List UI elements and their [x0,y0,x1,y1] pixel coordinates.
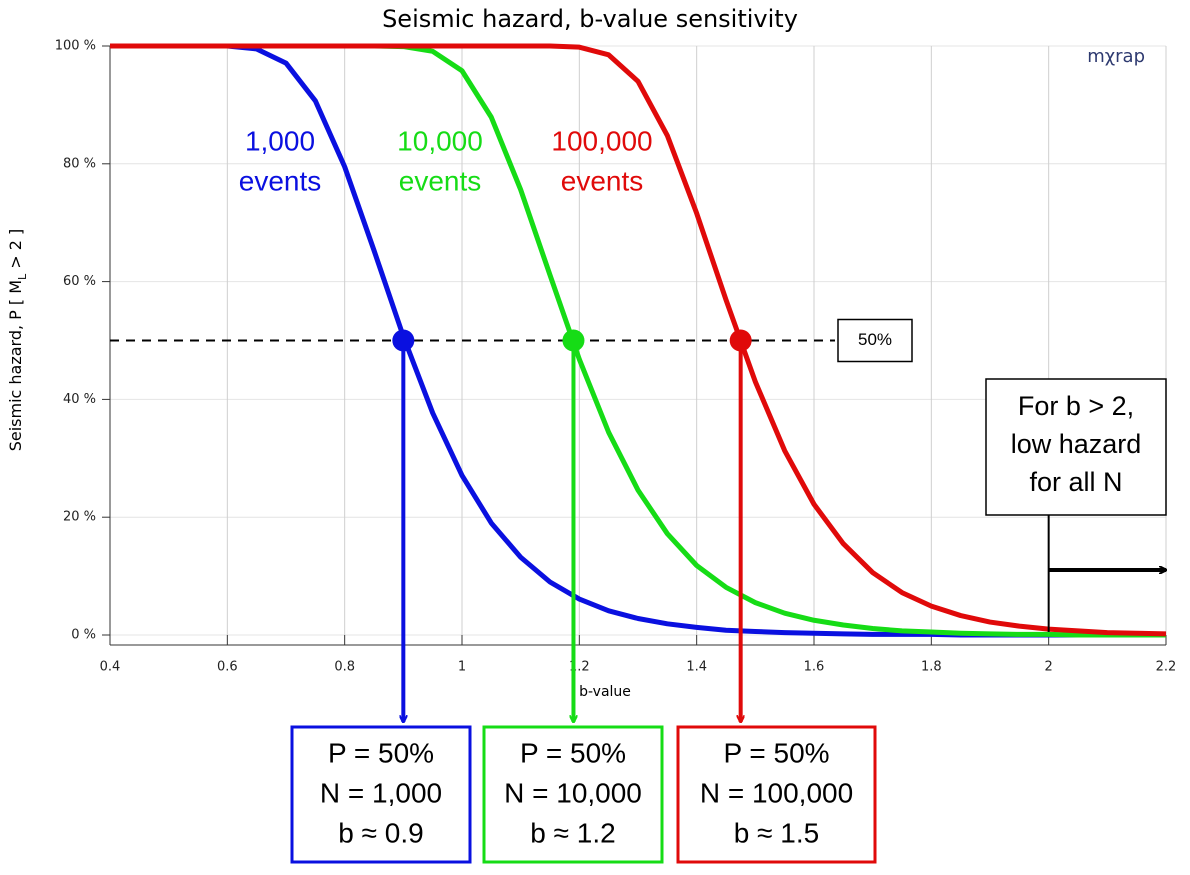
y-tick-label: 20 % [63,510,96,525]
callout-text: For b > 2, [1018,391,1134,421]
result-text: P = 50% [723,737,829,768]
chart-title: Seismic hazard, b-value sensitivity [382,5,798,33]
callout-text: low hazard [1011,429,1142,459]
series-label: 100,000 [551,125,652,156]
result-text: b ≈ 0.9 [338,817,423,848]
result-box [482,725,664,864]
result-text: P = 50% [328,737,434,768]
marker [392,329,415,352]
x-axis-label: b-value [579,684,631,700]
x-tick-label: 0.6 [217,660,238,675]
series-label: 10,000 [397,125,483,156]
series-label: 1,000 [245,125,315,156]
series-label: events [239,165,322,196]
x-tick-label: 0.4 [100,660,121,675]
result-box [290,725,472,864]
marker [562,329,585,352]
series-label: events [561,165,644,196]
y-tick-label: 40 % [63,392,96,407]
result-text: N = 10,000 [504,777,642,808]
callout-box [985,378,1167,516]
y-tick-label: 100 % [55,39,96,54]
y-axis-label-part: L [16,273,29,280]
y-axis-label: Seismic hazard, P [ ML > 2 ] [6,229,29,452]
result-text: N = 1,000 [320,777,442,808]
threshold-label-box [837,318,913,363]
threshold-label: 50% [858,330,892,349]
logo: mχrap [1087,46,1145,67]
result-box [676,725,877,864]
result-text: P = 50% [520,737,626,768]
result-text: N = 100,000 [700,777,853,808]
marker [729,329,752,352]
x-tick-label: 1.8 [921,660,942,675]
x-tick-label: 1.6 [804,660,825,675]
y-tick-label: 80 % [63,156,96,171]
y-tick-label: 0 % [71,628,96,643]
x-tick-label: 1.4 [686,660,707,675]
x-tick-label: 1 [458,660,466,675]
callout-text: for all N [1029,467,1122,497]
y-axis-label-part: > 2 ] [6,229,25,274]
x-tick-label: 2.2 [1156,660,1177,675]
result-text: b ≈ 1.5 [734,817,819,848]
x-tick-label: 2 [1045,660,1053,675]
series-label: events [399,165,482,196]
y-axis-label-part: Seismic hazard, P [ M [6,280,25,451]
x-tick-label: 0.8 [334,660,355,675]
series-line [110,43,1167,637]
y-tick-label: 60 % [63,274,96,289]
result-text: b ≈ 1.2 [530,817,615,848]
